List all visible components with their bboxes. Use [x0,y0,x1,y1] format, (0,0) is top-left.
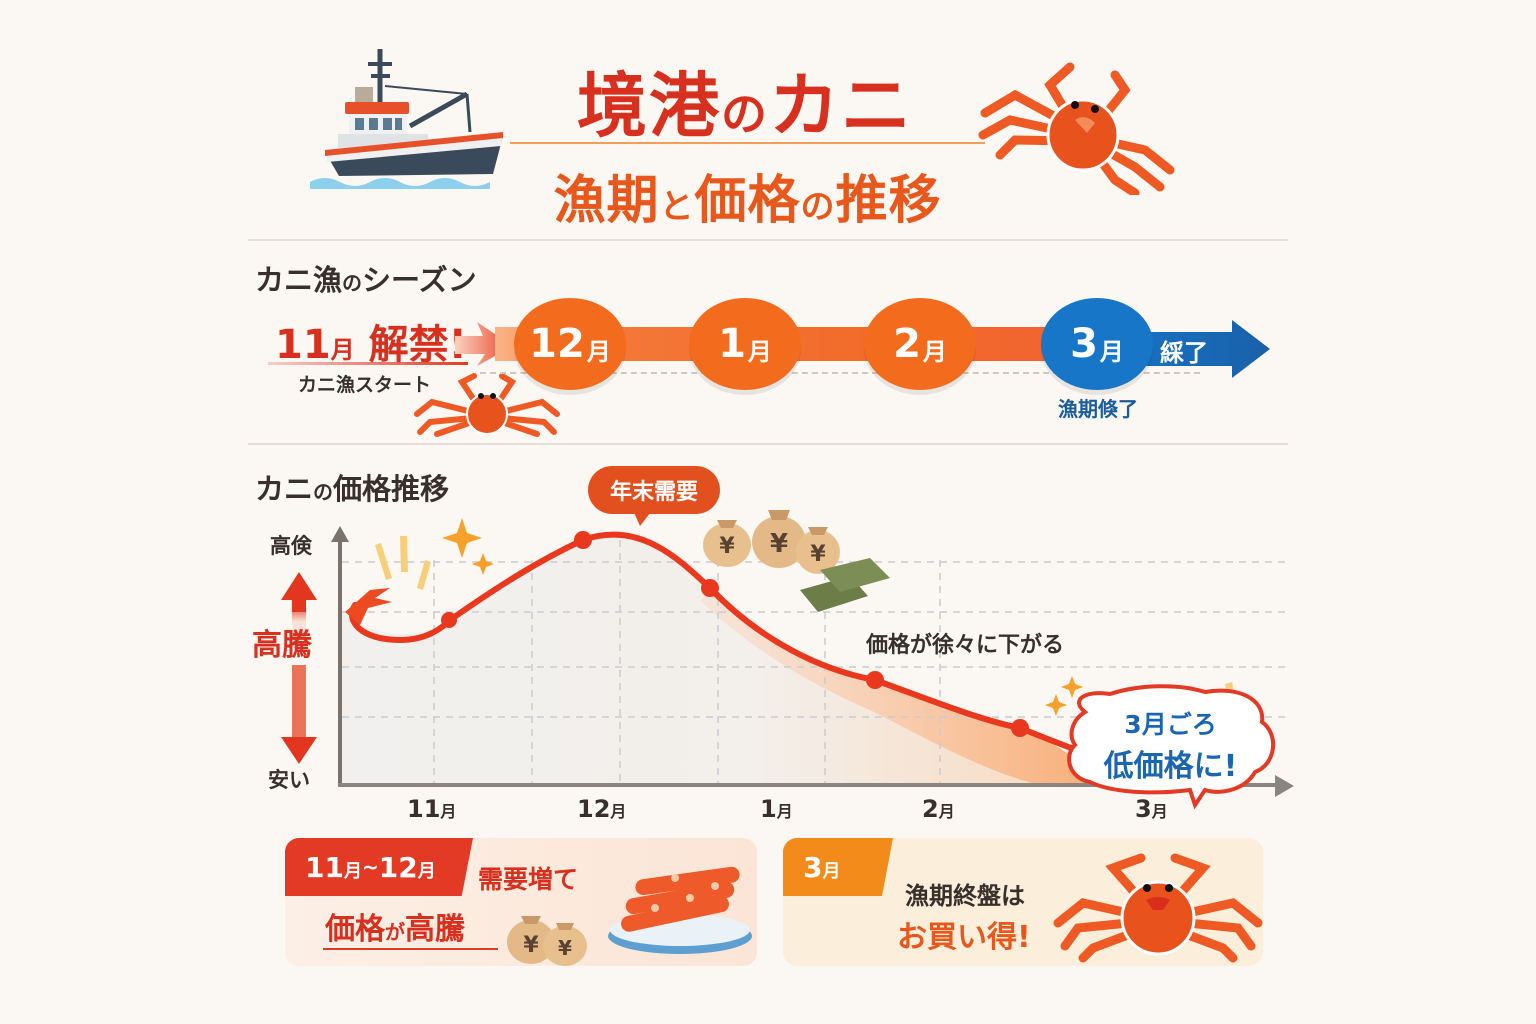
low-price-callout: 3月ごろ 低価格に! [1103,710,1238,784]
price-section-title: カニの価格推移 [255,472,450,506]
svg-text:¥: ¥ [719,534,735,559]
x-tick-3: 3月 [1135,795,1168,823]
opening-underline [268,362,468,365]
price-chart: ¥ ¥ ¥ [240,500,1310,814]
season-end-arrow-icon [1140,320,1270,378]
season-end-label: 綵了 [1160,339,1208,367]
callout-tail [632,508,654,526]
y-axis-low-label: 安い [268,768,310,792]
card-line1: 需要増て [478,865,579,894]
declining-annotation: 価格が徐々に下がる [866,633,1065,658]
title-divider [510,142,985,144]
svg-text:¥: ¥ [523,933,539,958]
peak-demand-callout: 年末需要 [588,466,720,514]
season-end-sub: 漁期倏了 [1058,397,1138,421]
page-title: 境港のカニ [577,65,913,147]
crab-legs-plate-icon [595,858,755,962]
card-line2: お買い得! [897,920,1031,955]
x-tick-11: 11月 [407,795,457,823]
money-bag-icon: ¥ ¥ [503,898,593,966]
x-tick-2: 2月 [922,795,955,823]
x-tick-1: 1月 [760,795,793,823]
svg-text:¥: ¥ [770,529,788,559]
svg-text:¥: ¥ [810,542,826,567]
x-tick-12: 12月 [577,795,627,823]
section-divider [248,239,1288,241]
season-section-title: カニ漁のシーズン [255,263,477,297]
fishing-boat-icon [305,44,505,198]
timeline-baseline [480,372,1200,374]
y-axis-high-label: 高倹 [270,534,312,558]
card-line2: 価格が高騰 [325,912,465,947]
page-subtitle: 漁期と価格の推移 [553,171,942,231]
y-axis-mid-label: 高騰 [252,628,312,663]
section-divider [248,443,1288,445]
card-period-tag: 11 月 ~12 月 [285,838,473,896]
timeline-month-12: 12 月 [514,298,626,390]
card-line1: 漁期終盤は [905,882,1025,910]
season-opening-label: 11月 解禁! [275,322,467,368]
opening-arrow-icon [455,318,515,372]
svg-text:¥: ¥ [558,936,572,960]
card-underline [323,948,498,950]
info-card-high-price: 11 月 ~12 月 需要増て 価格が高騰 ¥ ¥ [285,838,757,966]
crab-icon [975,55,1185,199]
crab-icon [412,372,562,444]
season-opening-sub: カニ漁スタート [298,374,432,396]
crab-icon [1053,848,1263,966]
money-bag-icon: ¥ ¥ ¥ [703,510,890,612]
